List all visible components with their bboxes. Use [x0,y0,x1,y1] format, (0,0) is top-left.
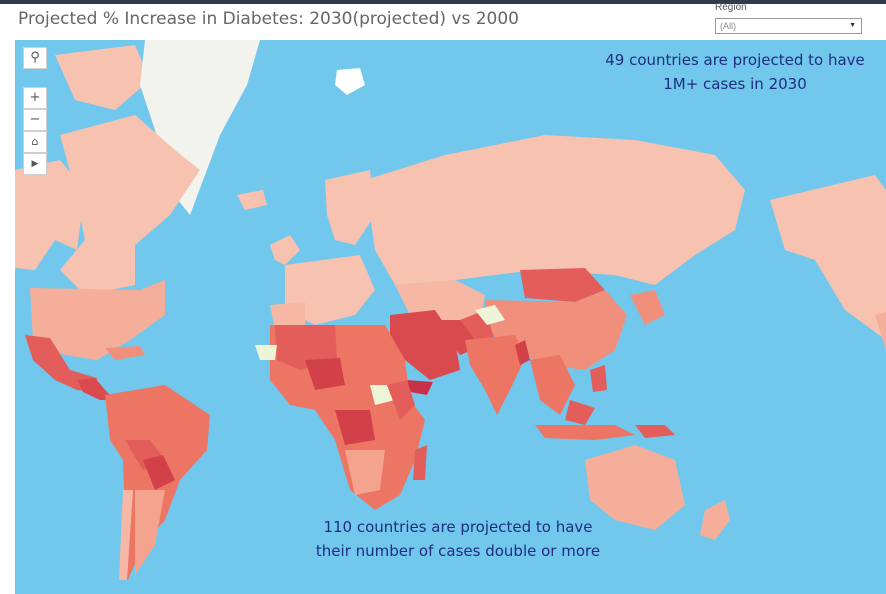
country-australia[interactable] [585,445,685,530]
country-india[interactable] [465,335,525,415]
plus-icon[interactable]: + [23,87,47,109]
country-somalia[interactable] [387,380,415,420]
search-icon[interactable]: ⚲ [23,47,47,69]
region-filter-value: (All) [720,21,736,31]
play-icon[interactable]: ▶ [23,153,47,175]
country-papua-new-guinea[interactable] [635,425,675,438]
home-icon[interactable]: ⌂ [23,131,47,153]
country-bolivia[interactable] [143,455,175,490]
country-canada-arctic[interactable] [55,45,150,110]
country-niger[interactable] [305,358,345,390]
country-ethiopia[interactable] [370,385,395,405]
country-congo[interactable] [335,410,375,445]
country-southern-africa[interactable] [345,450,385,495]
country-uk[interactable] [270,235,300,265]
minus-icon[interactable]: − [23,109,47,131]
country-western-sahara[interactable] [255,345,277,360]
country-malaysia[interactable] [565,400,595,425]
country-usa-alaska-east[interactable] [875,312,886,350]
country-argentina[interactable] [135,490,165,575]
country-western-europe[interactable] [285,255,375,325]
region-filter-label: Region [715,2,747,13]
country-indonesia[interactable] [535,425,635,440]
country-philippines[interactable] [590,365,607,392]
country-russia-east[interactable] [770,175,886,340]
country-new-zealand[interactable] [700,500,730,540]
annotation-top: 49 countries are projected to have 1M+ c… [585,48,885,96]
map-canvas [15,40,886,594]
country-russia[interactable] [365,135,745,285]
country-svalbard[interactable] [335,68,365,95]
country-canada[interactable] [60,115,200,295]
annotation-bottom-line1: 110 countries are projected to have [323,518,593,536]
country-southeast-asia[interactable] [530,355,575,415]
annotation-top-line1: 49 countries are projected to have [605,51,865,69]
annotation-bottom: 110 countries are projected to have thei… [278,515,638,563]
country-mongolia[interactable] [520,268,605,302]
page-title: Projected % Increase in Diabetes: 2030(p… [18,9,519,29]
country-japan[interactable] [630,290,665,325]
map-toolbar: ⚲ + − ⌂ ▶ [23,47,47,179]
top-border [0,0,886,4]
country-usa-alaska[interactable] [15,160,85,270]
region-filter-dropdown[interactable]: (All) ▼ [715,18,862,34]
country-north-africa[interactable] [275,325,337,370]
country-usa[interactable] [30,280,165,360]
country-scandinavia[interactable] [325,170,375,245]
country-caribbean[interactable] [105,346,145,360]
country-bangladesh[interactable] [515,340,530,365]
country-central-america[interactable] [77,378,115,400]
country-iceland[interactable] [237,190,267,210]
country-yemen[interactable] [407,380,433,395]
country-madagascar[interactable] [413,445,427,480]
country-mexico[interactable] [25,335,97,392]
annotation-top-line2: 1M+ cases in 2030 [663,75,807,93]
country-chile[interactable] [119,490,133,580]
chevron-down-icon: ▼ [849,22,856,29]
annotation-bottom-line2: their number of cases double or more [315,542,601,560]
country-iberia[interactable] [270,302,305,330]
world-map[interactable] [15,40,886,594]
country-afghanistan[interactable] [475,305,505,325]
